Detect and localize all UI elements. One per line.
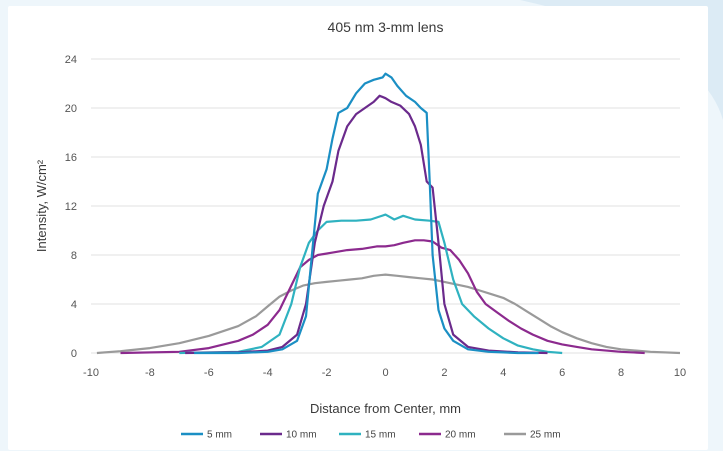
y-axis-title: Intensity, W/cm² [34,159,49,252]
x-tick-label: -4 [263,367,273,379]
series-group [96,72,681,355]
x-tick-label: 6 [559,367,565,379]
chart-title: 405 nm 3-mm lens [328,19,444,35]
x-axis-title: Distance from Center, mm [310,401,461,416]
legend-label: 15 mm [365,430,396,441]
y-tick-label: 16 [65,152,77,164]
y-tick-label: 4 [71,299,77,311]
x-tick-label: 4 [500,367,506,379]
legend: 5 mm 10 mm 15 mm 20 mm 25 mm [181,430,561,441]
legend-label: 5 mm [207,430,232,441]
y-tick-label: 8 [71,250,77,262]
grid [91,58,680,354]
legend-label: 20 mm [445,430,476,441]
y-tick-label: 24 [65,54,77,66]
x-tick-label: 0 [382,367,388,379]
x-tick-label: 10 [674,367,686,379]
y-tick-label: 0 [71,348,77,360]
x-tick-label: -2 [322,367,332,379]
y-tick-label: 20 [65,103,77,115]
x-tick-label: 8 [618,367,624,379]
y-tick-label: 12 [65,201,77,213]
x-tick-label: 2 [441,367,447,379]
series-line-15-mm [179,213,563,355]
series-line-20-mm [120,239,645,355]
series-line-10-mm [185,94,548,355]
x-tick-label: -8 [145,367,155,379]
x-tick-label: -10 [83,367,99,379]
legend-label: 10 mm [286,430,317,441]
series-line-5-mm [194,72,539,355]
chart-card: 0 4 8 12 16 20 24 -10 -8 -6 -4 -2 0 2 4 6 8 10 405 nm 3-m… [8,6,708,450]
series-line-25-mm [96,273,681,355]
x-tick-label: -6 [204,367,214,379]
legend-label: 25 mm [530,430,561,441]
